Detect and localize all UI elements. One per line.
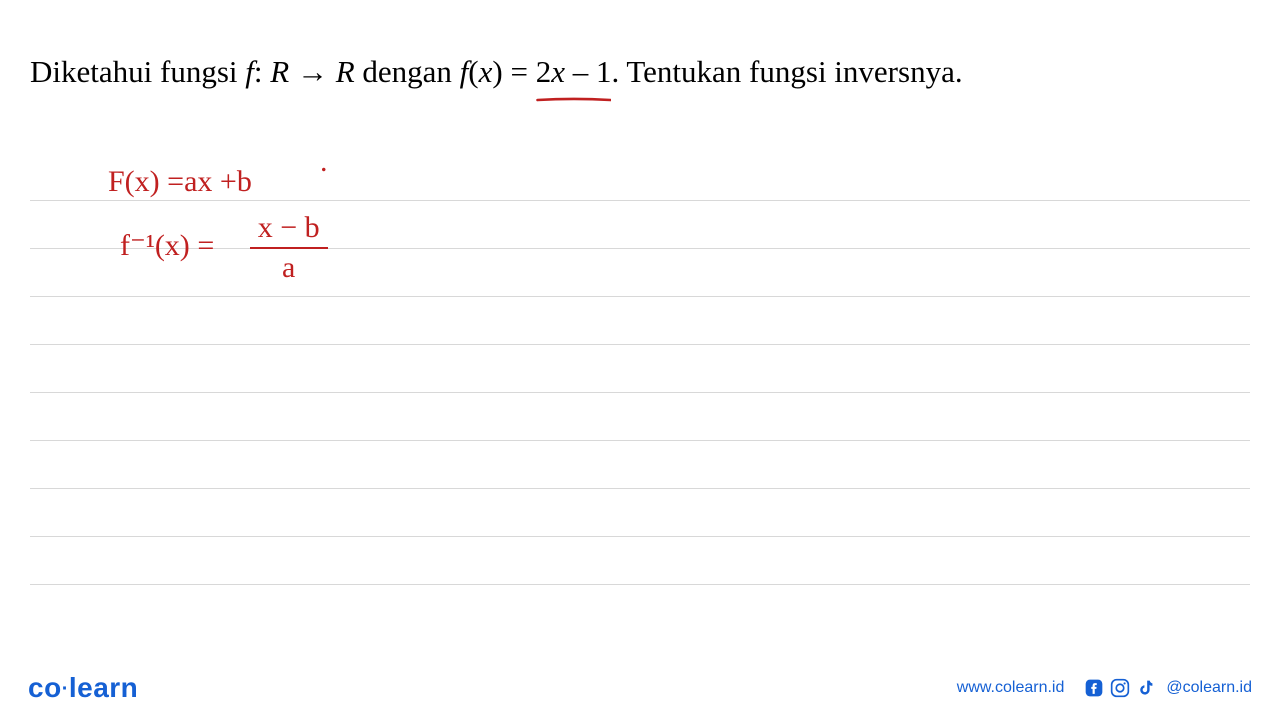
fraction-numerator: x − b <box>250 211 328 249</box>
arrow: → <box>289 54 336 89</box>
logo-part2: learn <box>69 672 138 703</box>
hw-fx: F(x) <box>108 165 160 198</box>
problem-statement: Diketahui fungsi f: R → R dengan f(x) = … <box>30 50 1250 93</box>
ruled-line <box>30 489 1250 537</box>
domain-R: R <box>270 54 289 89</box>
fx-f: f <box>460 54 469 89</box>
colon: : <box>254 54 270 89</box>
fraction-denominator: a <box>250 249 328 285</box>
equals: = <box>503 54 536 89</box>
footer: co·learn www.colearn.id @colearn.id <box>0 656 1280 720</box>
logo-part1: co <box>28 672 62 703</box>
problem-prefix: Diketahui fungsi <box>30 54 245 89</box>
facebook-icon <box>1084 678 1104 698</box>
red-underline <box>536 97 612 103</box>
hw-eq1: =ax +b <box>160 165 252 198</box>
ruled-line <box>30 393 1250 441</box>
dengan: dengan <box>355 54 460 89</box>
content-area: Diketahui fungsi f: R → R dengan f(x) = … <box>0 0 1280 585</box>
handwriting-dot: . <box>320 145 328 179</box>
ruled-line <box>30 297 1250 345</box>
func-name: f <box>245 54 254 89</box>
formula-underlined: 2x – 1 <box>536 50 612 93</box>
formula-text: 2x – 1 <box>536 54 612 89</box>
hw-finv: f⁻¹(x) <box>120 229 190 262</box>
ruled-line <box>30 537 1250 585</box>
codomain-R: R <box>336 54 355 89</box>
handwriting-fraction: x − b a <box>250 211 328 285</box>
ruled-line <box>30 345 1250 393</box>
handwriting-line-1: F(x) =ax +b <box>108 165 252 199</box>
hw-eq2: = <box>190 229 214 262</box>
ruled-paper-area: . F(x) =ax +b f⁻¹(x) = x − b a <box>30 153 1250 585</box>
period: . <box>611 54 626 89</box>
question: Tentukan fungsi inversnya. <box>626 54 962 89</box>
social-icons: @colearn.id <box>1084 678 1252 698</box>
footer-right: www.colearn.id @colearn.id <box>957 678 1252 698</box>
brand-logo: co·learn <box>28 672 138 704</box>
tiktok-icon <box>1136 678 1156 698</box>
footer-url: www.colearn.id <box>957 679 1065 697</box>
social-handle: @colearn.id <box>1166 679 1252 697</box>
fx-paren: (x) <box>468 54 502 89</box>
handwriting-line-2: f⁻¹(x) = x − b a <box>120 211 328 285</box>
instagram-icon <box>1110 678 1130 698</box>
ruled-line <box>30 441 1250 489</box>
logo-dot: · <box>62 678 69 700</box>
